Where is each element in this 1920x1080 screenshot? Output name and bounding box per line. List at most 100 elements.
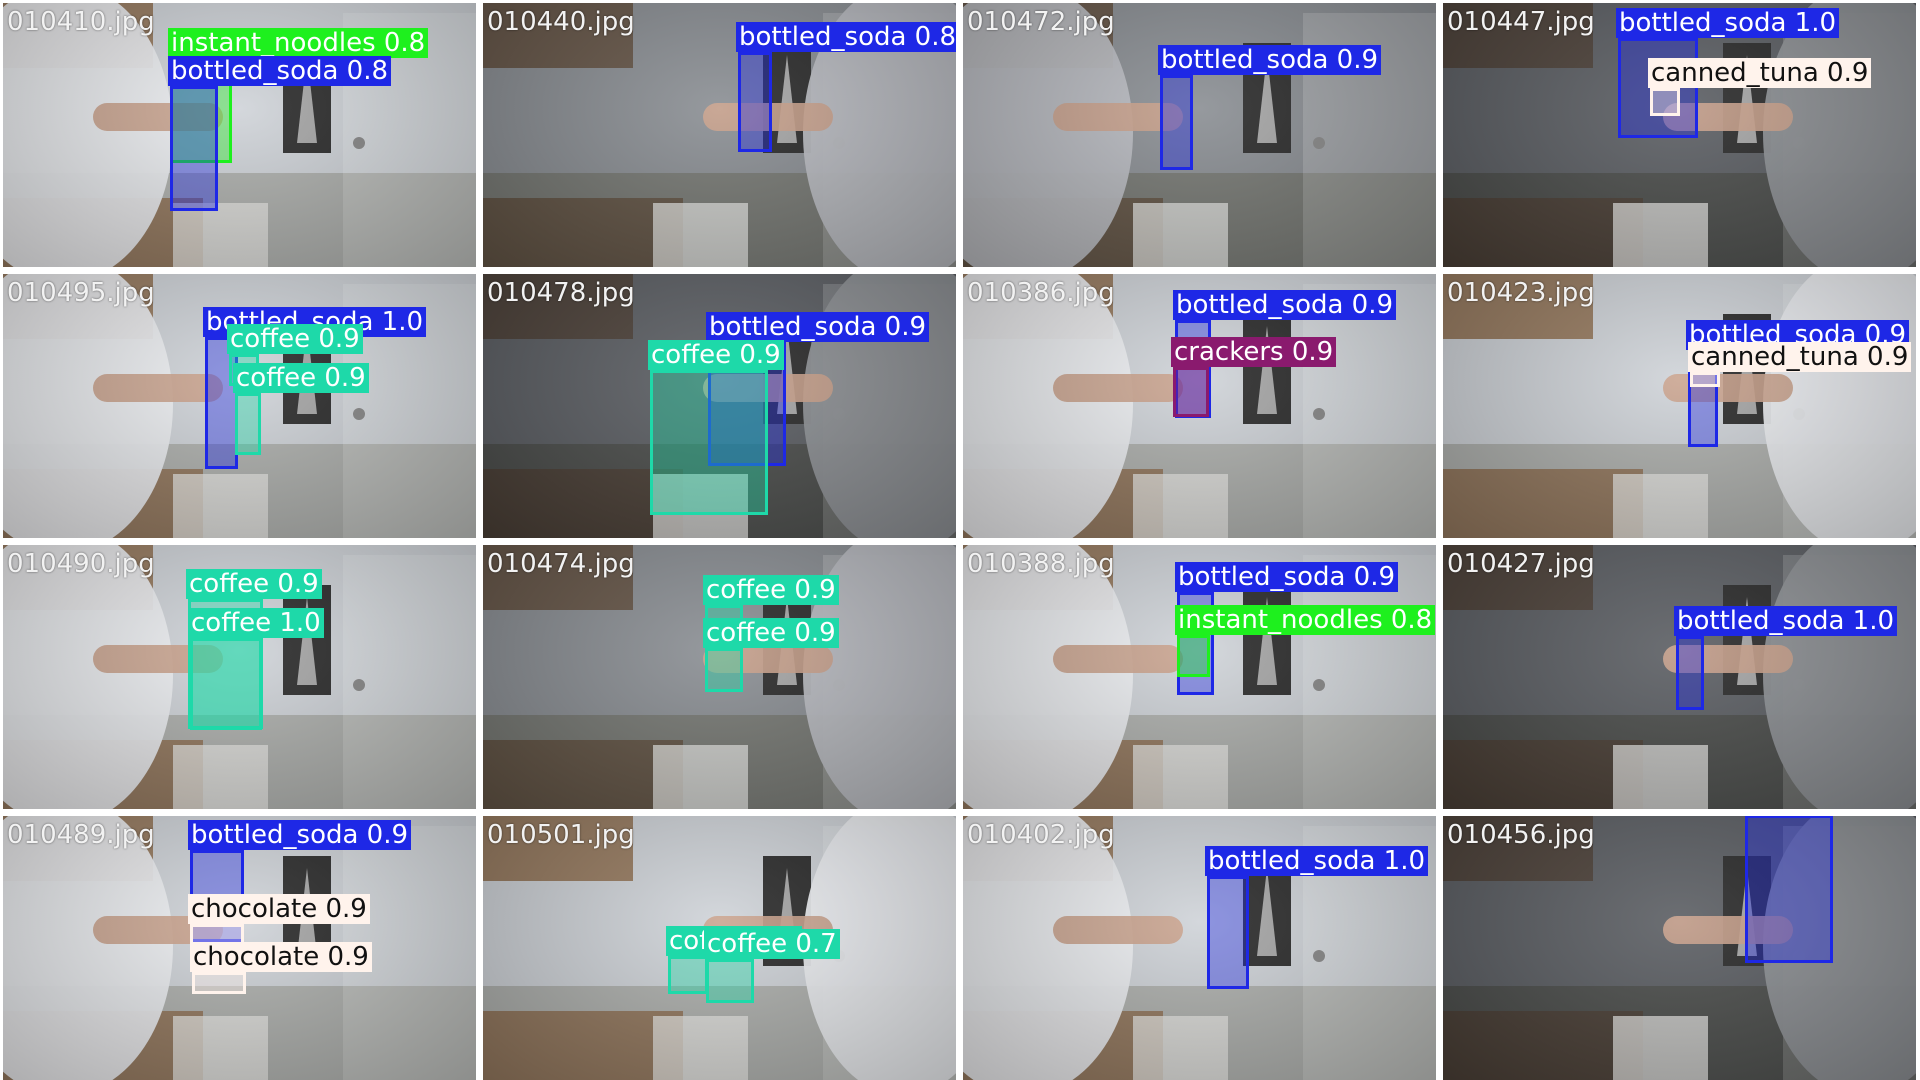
cabinet-upper xyxy=(1443,816,1593,881)
filename-label: 010501.jpg xyxy=(487,820,635,850)
cabinet-lower xyxy=(483,740,683,809)
door-knob-icon xyxy=(1313,679,1325,691)
door-knob-icon xyxy=(1313,950,1325,962)
eiffel-tower-icon xyxy=(1257,55,1277,143)
door-knob-icon xyxy=(353,408,365,420)
detection-box: chocolate 0.9 xyxy=(188,894,370,950)
detection-mask xyxy=(1160,75,1193,170)
detection-label-text: coffee 0.9 xyxy=(706,618,836,648)
detection-box: bottled_soda 0.9 xyxy=(1158,45,1382,170)
detection-label: canned_tuna 0.9 xyxy=(1688,342,1912,372)
image-tile: 010474.jpg coffee 0.9 coffee 0.9 xyxy=(483,545,956,809)
detection-box: coffee 0.9 xyxy=(666,926,802,994)
detection-mask xyxy=(205,337,238,469)
detection-outline xyxy=(190,638,262,730)
detection-label: instant_noodles 0.8 xyxy=(168,28,429,58)
image-tile: 010495.jpg bottled_soda 1.0 coffee 0.9 coff… xyxy=(3,274,476,538)
detection-outline xyxy=(1160,75,1193,170)
detection-label-text: bottled_soda 1.0 xyxy=(1619,8,1837,38)
filename-label: 010474.jpg xyxy=(487,549,635,579)
door xyxy=(1303,555,1436,809)
detection-label: crackers 0.9 xyxy=(1171,337,1337,367)
filename-label: 010456.jpg xyxy=(1447,820,1595,850)
detection-label: bottled_soda 1.0 xyxy=(1205,846,1429,876)
cabinet-lower xyxy=(1443,740,1643,809)
detection-box: bottled_soda 1.0 xyxy=(1205,846,1429,989)
eiffel-tower-icon xyxy=(297,55,317,143)
detection-mask xyxy=(1650,88,1680,116)
eiffel-tower-icon xyxy=(1257,868,1277,956)
detection-label: bottled_soda 1.0 xyxy=(1616,8,1840,38)
arm xyxy=(1053,645,1183,673)
image-tile: 010440.jpg bottled_soda 0.8 xyxy=(483,3,956,267)
filename-label: 010489.jpg xyxy=(7,820,155,850)
detection-mask xyxy=(235,393,261,455)
detection-mask xyxy=(705,648,743,692)
detection-label: coffee 0.9 xyxy=(703,618,839,648)
detection-label: bottled_soda 0.9 xyxy=(1173,290,1397,320)
detection-box: bottled_soda 1.0 xyxy=(1674,606,1898,710)
arm xyxy=(1053,103,1183,131)
detection-label: chocolate 0.9 xyxy=(188,894,370,924)
arm xyxy=(703,103,833,131)
eiffel-tower-icon xyxy=(1257,326,1277,414)
image-tile: 010490.jpg coffee 0.9 coffee 1.0 xyxy=(3,545,476,809)
storage-bin xyxy=(173,203,268,267)
detection-label-text: coffee 0.9 xyxy=(230,324,360,354)
photo-background xyxy=(3,274,476,538)
photo-background xyxy=(963,545,1436,809)
photo-background xyxy=(1443,274,1916,538)
detection-label-text: crackers 0.9 xyxy=(1174,337,1334,367)
detection-label-text: bottled_soda 0.9 xyxy=(191,820,409,850)
detection-mask xyxy=(1676,636,1704,710)
filename-label: 010427.jpg xyxy=(1447,549,1595,579)
detection-label: coffee 0.9 xyxy=(186,569,322,599)
detection-box: bottled_soda 1.0 xyxy=(203,307,427,469)
detection-label-text: canned_tuna 0.9 xyxy=(1691,342,1909,372)
photo-background xyxy=(1443,545,1916,809)
storage-bin xyxy=(653,474,748,538)
detection-outline xyxy=(738,52,772,152)
image-tile: 010456.jpg bottled_soda 1.0 xyxy=(1443,816,1916,1080)
detection-label-text: bottled_soda 1.0 xyxy=(1208,846,1426,876)
person-right xyxy=(803,816,956,1080)
detection-outline xyxy=(1173,367,1209,417)
door-knob-icon xyxy=(1313,137,1325,149)
detection-label: bottled_soda 0.9 xyxy=(188,820,412,850)
detection-label-text: bottled_soda 0.9 xyxy=(1161,45,1379,75)
detection-mask xyxy=(1745,816,1833,963)
detection-label-text: chocolate 0.9 xyxy=(191,894,367,924)
detection-label-text: canned_tuna 0.9 xyxy=(1651,58,1869,88)
detection-label-text: bottled_soda 0.9 xyxy=(1176,290,1394,320)
door-knob-icon xyxy=(353,679,365,691)
storage-bin xyxy=(173,1016,268,1080)
storage-bin xyxy=(1613,203,1708,267)
detection-label: coffee 0.9 xyxy=(233,363,369,393)
person-left xyxy=(3,545,173,809)
person-left xyxy=(963,545,1133,809)
arm xyxy=(1053,374,1183,402)
arm xyxy=(1663,916,1793,944)
filename-label: 010423.jpg xyxy=(1447,278,1595,308)
filename-label: 010490.jpg xyxy=(7,549,155,579)
person-right xyxy=(1763,274,1916,538)
detection-box: canned_tuna 0.9 xyxy=(1688,342,1912,387)
filename-label: 010402.jpg xyxy=(967,820,1115,850)
storage-bin xyxy=(653,745,748,809)
detection-label-text: chocolate 0.9 xyxy=(193,942,369,972)
detection-outline xyxy=(1618,38,1698,138)
image-tile: 010478.jpg bottled_soda 0.9 coffee 0.9 xyxy=(483,274,956,538)
detection-mask xyxy=(706,959,754,1003)
filename-label: 010478.jpg xyxy=(487,278,635,308)
photo-background xyxy=(483,3,956,267)
photo-background xyxy=(1443,816,1916,1080)
arm xyxy=(703,374,833,402)
storage-bin xyxy=(1133,1016,1228,1080)
image-tile: 010472.jpg bottled_soda 0.9 xyxy=(963,3,1436,267)
detection-label: coffee 0.9 xyxy=(703,575,839,605)
detection-outline xyxy=(668,956,708,994)
storage-bin xyxy=(1613,745,1708,809)
storage-bin xyxy=(1133,203,1228,267)
photo-background xyxy=(963,274,1436,538)
